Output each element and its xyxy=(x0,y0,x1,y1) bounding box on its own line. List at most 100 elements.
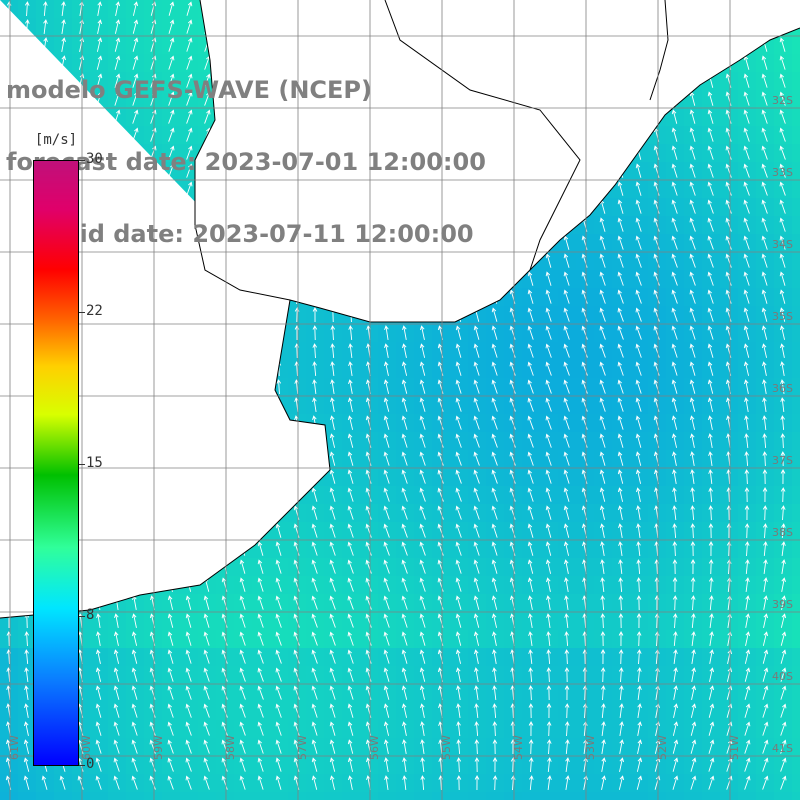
wind-arrow xyxy=(635,289,642,304)
field-cell xyxy=(180,792,198,800)
wind-arrow xyxy=(113,631,119,646)
wind-arrow xyxy=(545,505,552,520)
wind-arrow xyxy=(564,595,569,610)
wind-arrow xyxy=(24,631,30,647)
wind-arrow xyxy=(763,559,768,574)
wind-arrow xyxy=(275,523,282,538)
wind-arrow xyxy=(186,19,193,34)
wind-arrow xyxy=(311,631,318,646)
wind-arrow xyxy=(402,757,407,772)
wind-arrow xyxy=(329,523,336,538)
wind-arrow xyxy=(709,649,714,664)
wind-arrow xyxy=(185,685,192,700)
wind-arrow xyxy=(456,757,462,773)
wind-arrow xyxy=(257,595,264,610)
wind-arrow xyxy=(617,271,624,286)
wind-arrow xyxy=(492,775,498,791)
wind-arrow xyxy=(509,505,516,520)
wind-arrow xyxy=(725,127,732,142)
wind-arrow xyxy=(779,271,786,286)
wind-arrow xyxy=(528,667,533,683)
wind-arrow xyxy=(329,739,336,754)
wind-arrow xyxy=(527,559,534,574)
wind-arrow xyxy=(690,775,697,790)
wind-arrow xyxy=(527,307,534,322)
wind-arrow xyxy=(780,757,787,772)
wind-arrow xyxy=(95,739,102,754)
wind-arrow xyxy=(186,55,193,70)
wind-arrow xyxy=(257,775,264,790)
wind-arrow xyxy=(167,631,174,646)
wind-arrow xyxy=(419,613,426,628)
wind-arrow xyxy=(671,325,678,340)
wind-arrow xyxy=(401,685,408,700)
wind-arrow xyxy=(601,721,606,736)
wind-arrow xyxy=(546,667,552,683)
wind-arrow xyxy=(761,361,767,376)
wind-arrow xyxy=(653,343,660,358)
wind-arrow xyxy=(617,433,624,448)
wind-arrow xyxy=(186,1,193,16)
wind-arrow xyxy=(564,613,569,629)
wind-arrow xyxy=(150,127,157,142)
wind-arrow xyxy=(437,559,444,574)
latitude-label: 35S xyxy=(772,310,793,323)
wind-arrow xyxy=(671,451,677,466)
wind-arrow xyxy=(636,613,642,629)
wind-arrow xyxy=(96,631,101,646)
wind-arrow xyxy=(455,613,462,628)
wind-arrow xyxy=(311,559,318,574)
wind-arrow xyxy=(690,559,696,575)
wind-arrow xyxy=(275,739,282,754)
field-cell xyxy=(792,486,800,504)
wind-arrow xyxy=(455,577,462,592)
wind-arrow xyxy=(761,217,768,232)
wind-arrow xyxy=(527,397,534,412)
wind-arrow xyxy=(150,91,157,106)
wind-arrow xyxy=(347,667,354,682)
wind-arrow xyxy=(509,433,516,448)
wind-arrow xyxy=(132,109,139,124)
wind-arrow xyxy=(401,361,408,376)
wind-arrow xyxy=(581,289,588,304)
wind-arrow xyxy=(690,703,697,718)
longitude-label: 60W xyxy=(80,735,93,760)
wind-arrow xyxy=(761,271,768,286)
wind-arrow xyxy=(563,271,570,286)
wind-arrow xyxy=(743,307,750,322)
wind-arrow xyxy=(707,181,714,196)
wind-arrow xyxy=(239,613,246,628)
wind-arrow xyxy=(167,613,174,628)
wind-arrow xyxy=(437,505,444,520)
wind-arrow xyxy=(456,721,461,737)
wind-arrow xyxy=(347,595,354,610)
wind-arrow xyxy=(347,775,353,790)
wind-arrow xyxy=(763,577,768,592)
wind-arrow xyxy=(725,253,732,268)
wind-arrow xyxy=(383,451,390,466)
wind-arrow xyxy=(113,721,120,736)
wind-arrow xyxy=(384,775,389,790)
wind-arrow xyxy=(311,541,318,556)
wind-arrow xyxy=(401,379,408,394)
colorbar-tickmark xyxy=(79,464,85,465)
wind-arrow xyxy=(529,775,534,791)
field-cell xyxy=(792,630,800,648)
wind-arrow xyxy=(617,235,624,250)
wind-arrow xyxy=(437,415,444,430)
wind-arrow xyxy=(383,613,390,628)
wind-arrow xyxy=(527,523,534,538)
wind-arrow xyxy=(347,397,353,412)
wind-arrow xyxy=(257,649,264,664)
wind-arrow xyxy=(600,541,605,556)
wind-arrow xyxy=(618,541,623,556)
field-cell xyxy=(792,756,800,774)
wind-arrow xyxy=(167,757,174,772)
wind-arrow xyxy=(509,451,516,466)
latitude-label: 33S xyxy=(772,166,793,179)
wind-arrow xyxy=(761,145,768,160)
field-cell xyxy=(792,738,800,756)
wind-arrow xyxy=(132,91,139,106)
wind-arrow xyxy=(743,109,750,124)
wind-arrow xyxy=(455,649,462,664)
